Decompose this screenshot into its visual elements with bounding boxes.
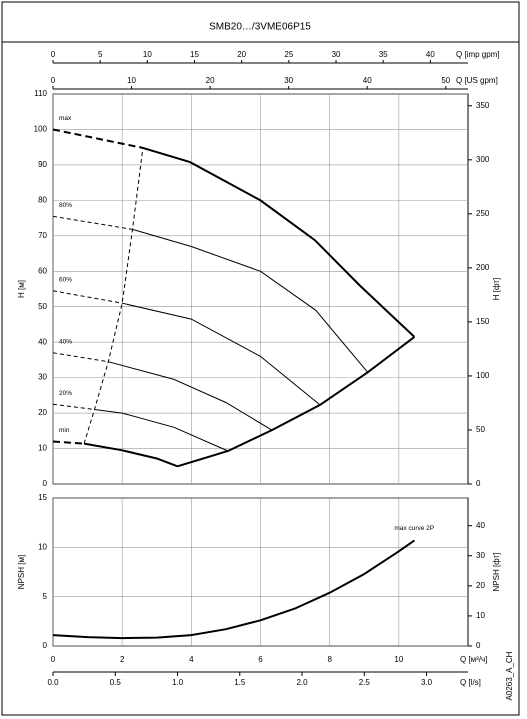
- y-tick-label: 5: [43, 592, 48, 601]
- x2-tick-label: 1.0: [172, 678, 184, 687]
- top-tick-label: 30: [284, 76, 293, 85]
- x2-tick-label: 3.0: [421, 678, 433, 687]
- curve-label: 20%: [59, 390, 72, 397]
- curve: [108, 361, 273, 431]
- drawing-code: A0263_A_CH: [505, 651, 514, 700]
- x-tick-label: 2: [120, 655, 125, 664]
- curve-label: min: [59, 427, 70, 434]
- y-axis-label: NPSH [м]: [17, 555, 26, 589]
- dashed-curve: [83, 147, 144, 444]
- x2-axis-label: Q [l/s]: [460, 678, 481, 687]
- y2-tick-label: 100: [476, 371, 490, 380]
- y-tick-label: 15: [38, 493, 47, 502]
- top-tick-label: 0: [51, 76, 56, 85]
- curve: [83, 442, 178, 468]
- top-tick-label: 40: [426, 50, 435, 59]
- top-tick-label: 50: [441, 76, 450, 85]
- frame: [1, 1, 520, 716]
- y2-tick-label: 300: [476, 155, 490, 164]
- x-tick-label: 6: [258, 655, 263, 664]
- top-tick-label: 20: [237, 50, 246, 59]
- y2-tick-label: 0: [476, 641, 481, 650]
- y-tick-label: 90: [38, 160, 47, 169]
- top-tick-label: 20: [206, 76, 215, 85]
- curve: [52, 539, 415, 640]
- dashed-curve: [52, 352, 109, 363]
- x2-tick-label: 0.5: [110, 678, 122, 687]
- y-tick-label: 0: [43, 641, 48, 650]
- curve: [177, 336, 416, 468]
- y2-tick-label: 0: [476, 479, 481, 488]
- y2-tick-label: 10: [476, 611, 485, 620]
- x2-tick-label: 2.0: [296, 678, 308, 687]
- top-tick-label: 40: [363, 76, 372, 85]
- y2-tick-label: 30: [476, 551, 485, 560]
- x-tick-label: 10: [394, 655, 403, 664]
- y2-axis-label: H [фт]: [492, 278, 501, 301]
- y-tick-label: 30: [38, 373, 47, 382]
- x-tick-label: 8: [327, 655, 332, 664]
- y2-tick-label: 40: [476, 521, 485, 530]
- curve: [122, 302, 321, 406]
- y-tick-label: 0: [43, 479, 48, 488]
- y2-tick-label: 250: [476, 209, 490, 218]
- x2-tick-label: 0.0: [47, 678, 59, 687]
- y-axis-label: H [м]: [17, 280, 26, 298]
- top-tick-label: 0: [51, 50, 56, 59]
- y-tick-label: 100: [34, 125, 48, 134]
- top-tick-label: 30: [332, 50, 341, 59]
- curve-label: max curve 2P: [394, 525, 434, 532]
- dashed-curve: [52, 128, 144, 149]
- top-axis-label: Q [imp gpm]: [456, 50, 500, 59]
- chart-title: SMB20…/3VME06P15: [209, 22, 311, 33]
- y-tick-label: 60: [38, 266, 47, 275]
- x-tick-label: 0: [51, 655, 56, 664]
- y2-tick-label: 150: [476, 317, 490, 326]
- curve-label: 60%: [59, 276, 72, 283]
- top-tick-label: 35: [379, 50, 388, 59]
- dashed-curve: [52, 290, 123, 304]
- x2-tick-label: 1.5: [234, 678, 246, 687]
- y2-tick-label: 350: [476, 101, 490, 110]
- x-tick-label: 4: [189, 655, 194, 664]
- y2-tick-label: 20: [476, 581, 485, 590]
- y-tick-label: 50: [38, 302, 47, 311]
- curve: [132, 228, 369, 373]
- x-axis-label: Q [м³/ч]: [460, 655, 487, 664]
- y-tick-label: 40: [38, 337, 47, 346]
- top-tick-label: 5: [98, 50, 103, 59]
- top-tick-label: 15: [190, 50, 199, 59]
- x2-tick-label: 2.5: [359, 678, 371, 687]
- y-tick-label: 70: [38, 231, 47, 240]
- y-tick-label: 10: [38, 542, 47, 551]
- top-tick-label: 10: [127, 76, 136, 85]
- curve-label: max: [59, 115, 72, 122]
- dashed-curve: [52, 215, 133, 230]
- y2-axis-label: NPSH [фт]: [492, 553, 501, 592]
- curve: [142, 146, 416, 338]
- dashed-curve: [52, 440, 85, 445]
- top-axis-label: Q [US gpm]: [456, 76, 498, 85]
- curve: [94, 409, 229, 452]
- y2-tick-label: 200: [476, 263, 490, 272]
- y-tick-label: 110: [34, 89, 47, 98]
- y-tick-label: 20: [38, 408, 47, 417]
- y-tick-label: 10: [38, 444, 47, 453]
- curve-label: 40%: [59, 339, 72, 346]
- dashed-curve: [52, 403, 95, 410]
- curve-label: 80%: [59, 202, 72, 209]
- top-tick-label: 25: [284, 50, 293, 59]
- y-tick-label: 80: [38, 195, 47, 204]
- top-tick-label: 10: [143, 50, 152, 59]
- y2-tick-label: 50: [476, 425, 485, 434]
